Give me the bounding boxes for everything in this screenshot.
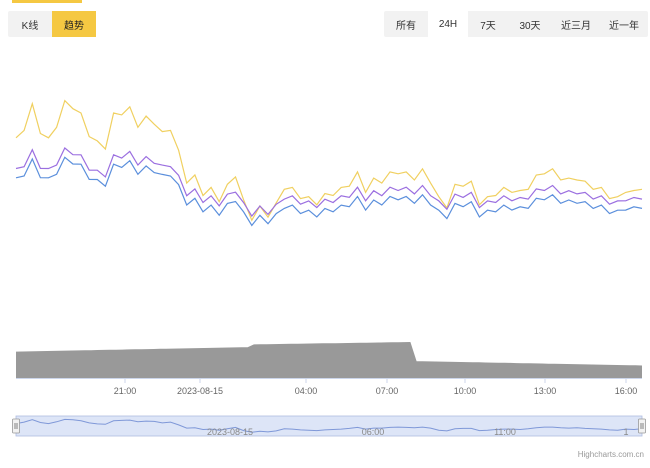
navigator-label: 06:00 [362, 427, 385, 437]
x-tick-label: 04:00 [295, 386, 318, 396]
x-tick-label: 10:00 [454, 386, 477, 396]
x-tick-label: 13:00 [534, 386, 557, 396]
tab-trend[interactable]: 趋势 [52, 11, 96, 37]
navigator-handle-left[interactable] [12, 418, 20, 434]
range-button-3m[interactable]: 近三月 [561, 20, 591, 32]
range-button-24h[interactable]: 24H [428, 11, 468, 37]
x-tick-label: 2023-08-15 [177, 386, 223, 396]
range-button-all[interactable]: 所有 [396, 20, 416, 32]
navigator-handle-right[interactable] [638, 418, 646, 434]
range-button-1y[interactable]: 近一年 [609, 20, 639, 32]
x-tick-label: 16:00 [615, 386, 638, 396]
series-line-yellow [15, 99, 643, 222]
navigator-label: 1 [623, 427, 628, 437]
volume-area [16, 342, 642, 378]
top-accent-bar [12, 0, 82, 3]
range-selector: 所有 24H 7天 30天 近三月 近一年 [384, 11, 648, 37]
x-axis: 21:00 2023-08-15 04:00 07:00 10:00 13:00 16:00 [16, 378, 642, 396]
series-line-blue [15, 156, 643, 227]
range-button-30d[interactable]: 30天 [519, 20, 541, 32]
x-tick-label: 21:00 [114, 386, 137, 396]
navigator-series-line [15, 418, 643, 433]
chart-mode-toggle: K线 趋势 [8, 11, 96, 37]
navigator-window[interactable] [15, 415, 643, 437]
price-lines [15, 99, 643, 227]
series-line-purple [15, 147, 643, 218]
x-tick-label: 07:00 [376, 386, 399, 396]
navigator-label: 11:00 [494, 427, 516, 437]
tab-kline[interactable]: K线 [21, 20, 39, 32]
chart-svg: 21:00 2023-08-15 04:00 07:00 10:00 13:00 16:00… [12, 99, 646, 437]
navigator-label: 2023-08-15 [207, 427, 253, 437]
price-chart: 21:00 2023-08-15 04:00 07:00 10:00 13:00 16:00… [0, 40, 650, 463]
volume-area-shape [16, 342, 642, 378]
chart-credit[interactable]: Highcharts.com.cn [577, 450, 644, 459]
navigator[interactable]: 2023-08-15 06:00 11:00 1 [12, 415, 646, 437]
range-button-7d[interactable]: 7天 [480, 20, 496, 32]
